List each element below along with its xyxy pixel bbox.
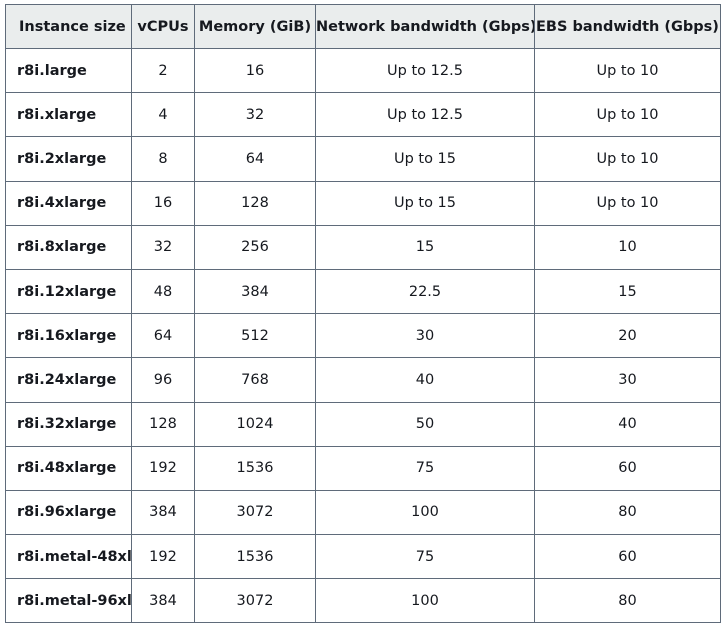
memory-cell: 768 xyxy=(194,357,316,403)
memory-cell: 1536 xyxy=(194,445,316,491)
memory-cell: 1536 xyxy=(194,534,316,580)
ebs-bandwidth-cell: 60 xyxy=(534,534,721,580)
vcpus-cell: 4 xyxy=(131,92,195,138)
vcpus-cell: 96 xyxy=(131,357,195,403)
table-row: r8i.16xlarge 64 512 30 20 xyxy=(5,313,721,359)
header-ebs-bandwidth: EBS bandwidth (Gbps) xyxy=(534,4,721,49)
vcpus-cell: 192 xyxy=(131,534,195,580)
instance-size-cell: r8i.metal-96xl xyxy=(5,578,132,624)
instance-size-cell: r8i.xlarge xyxy=(5,92,132,138)
network-bandwidth-cell: 22.5 xyxy=(315,268,535,315)
table-row: r8i.8xlarge 32 256 15 10 xyxy=(5,224,721,270)
vcpus-cell: 2 xyxy=(131,47,195,94)
memory-cell: 16 xyxy=(194,47,316,94)
instance-size-cell: r8i.large xyxy=(5,47,132,94)
memory-cell: 384 xyxy=(194,268,316,315)
instance-size-table: Instance size vCPUs Memory (GiB) Network ba… xyxy=(5,4,721,624)
instance-size-cell: r8i.12xlarge xyxy=(5,268,132,315)
ebs-bandwidth-cell: 15 xyxy=(534,268,721,315)
memory-cell: 3072 xyxy=(194,489,316,536)
header-memory: Memory (GiB) xyxy=(194,4,316,49)
network-bandwidth-cell: 30 xyxy=(315,313,535,359)
instance-size-cell: r8i.32xlarge xyxy=(5,401,132,447)
table-row: r8i.xlarge 4 32 Up to 12.5 Up to 10 xyxy=(5,92,721,138)
network-bandwidth-cell: 100 xyxy=(315,578,535,624)
memory-cell: 128 xyxy=(194,180,316,226)
header-instance-size: Instance size xyxy=(5,4,132,49)
network-bandwidth-cell: 50 xyxy=(315,401,535,447)
instance-size-cell: r8i.2xlarge xyxy=(5,136,132,182)
network-bandwidth-cell: 75 xyxy=(315,534,535,580)
header-network-bandwidth: Network bandwidth (Gbps) xyxy=(315,4,535,49)
memory-cell: 32 xyxy=(194,92,316,138)
instance-size-cell: r8i.48xlarge xyxy=(5,445,132,491)
table-row: r8i.2xlarge 8 64 Up to 15 Up to 10 xyxy=(5,136,721,182)
table-body: r8i.large 2 16 Up to 12.5 Up to 10 r8i.xlarge… xyxy=(5,47,721,624)
instance-size-table-container: Instance size vCPUs Memory (GiB) Network ba… xyxy=(5,4,721,624)
memory-cell: 256 xyxy=(194,224,316,270)
table-row: r8i.24xlarge 96 768 40 30 xyxy=(5,357,721,403)
network-bandwidth-cell: 75 xyxy=(315,445,535,491)
network-bandwidth-cell: Up to 15 xyxy=(315,136,535,182)
table-row: r8i.metal-48xl 192 1536 75 60 xyxy=(5,534,721,580)
vcpus-cell: 384 xyxy=(131,489,195,536)
table-header-row: Instance size vCPUs Memory (GiB) Network ba… xyxy=(5,4,721,49)
network-bandwidth-cell: 100 xyxy=(315,489,535,536)
ebs-bandwidth-cell: 20 xyxy=(534,313,721,359)
memory-cell: 512 xyxy=(194,313,316,359)
vcpus-cell: 48 xyxy=(131,268,195,315)
vcpus-cell: 64 xyxy=(131,313,195,359)
ebs-bandwidth-cell: Up to 10 xyxy=(534,136,721,182)
ebs-bandwidth-cell: Up to 10 xyxy=(534,180,721,226)
vcpus-cell: 32 xyxy=(131,224,195,270)
table-row: r8i.4xlarge 16 128 Up to 15 Up to 10 xyxy=(5,180,721,226)
ebs-bandwidth-cell: 80 xyxy=(534,489,721,536)
network-bandwidth-cell: 40 xyxy=(315,357,535,403)
instance-size-cell: r8i.metal-48xl xyxy=(5,534,132,580)
vcpus-cell: 192 xyxy=(131,445,195,491)
network-bandwidth-cell: Up to 15 xyxy=(315,180,535,226)
ebs-bandwidth-cell: 60 xyxy=(534,445,721,491)
instance-size-cell: r8i.24xlarge xyxy=(5,357,132,403)
header-vcpus: vCPUs xyxy=(131,4,195,49)
network-bandwidth-cell: 15 xyxy=(315,224,535,270)
table-row: r8i.12xlarge 48 384 22.5 15 xyxy=(5,268,721,315)
table-row: r8i.32xlarge 128 1024 50 40 xyxy=(5,401,721,447)
instance-size-cell: r8i.16xlarge xyxy=(5,313,132,359)
instance-size-cell: r8i.4xlarge xyxy=(5,180,132,226)
memory-cell: 3072 xyxy=(194,578,316,624)
table-row: r8i.metal-96xl 384 3072 100 80 xyxy=(5,578,721,624)
instance-size-cell: r8i.8xlarge xyxy=(5,224,132,270)
ebs-bandwidth-cell: 30 xyxy=(534,357,721,403)
ebs-bandwidth-cell: Up to 10 xyxy=(534,47,721,94)
ebs-bandwidth-cell: 80 xyxy=(534,578,721,624)
memory-cell: 1024 xyxy=(194,401,316,447)
table-row: r8i.48xlarge 192 1536 75 60 xyxy=(5,445,721,491)
table-row: r8i.96xlarge 384 3072 100 80 xyxy=(5,489,721,536)
instance-size-cell: r8i.96xlarge xyxy=(5,489,132,536)
vcpus-cell: 384 xyxy=(131,578,195,624)
vcpus-cell: 8 xyxy=(131,136,195,182)
network-bandwidth-cell: Up to 12.5 xyxy=(315,47,535,94)
vcpus-cell: 16 xyxy=(131,180,195,226)
vcpus-cell: 128 xyxy=(131,401,195,447)
network-bandwidth-cell: Up to 12.5 xyxy=(315,92,535,138)
ebs-bandwidth-cell: 10 xyxy=(534,224,721,270)
ebs-bandwidth-cell: 40 xyxy=(534,401,721,447)
ebs-bandwidth-cell: Up to 10 xyxy=(534,92,721,138)
table-row: r8i.large 2 16 Up to 12.5 Up to 10 xyxy=(5,47,721,94)
memory-cell: 64 xyxy=(194,136,316,182)
